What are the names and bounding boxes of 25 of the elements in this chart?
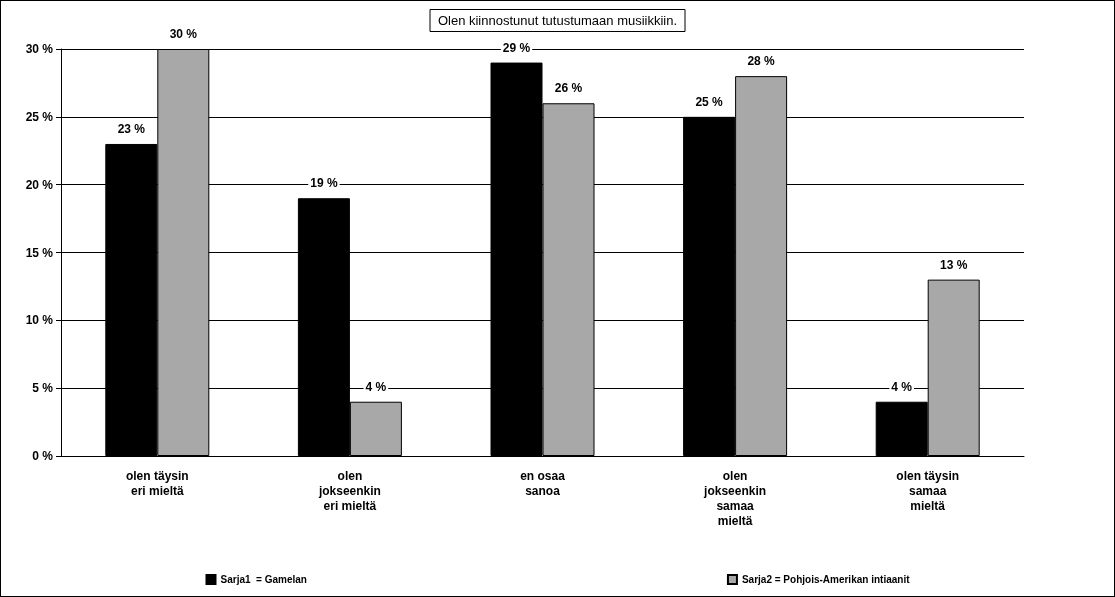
x-tick-label: olen täysin samaa mieltä [896, 468, 960, 513]
data-label: 30 % [169, 27, 198, 41]
legend-label: Sarja1 = Gamelan [220, 574, 307, 585]
y-tick-label: 30 % [25, 42, 54, 56]
y-tick-label: 15 % [25, 245, 54, 260]
y-tick-label: 10 % [25, 313, 54, 328]
y-tick-label: 0 % [32, 449, 54, 463]
x-tick-label: olen täysin eri mieltä [125, 468, 189, 498]
data-label: 4 % [365, 379, 387, 394]
chart-title: Olen kiinnostunut tutustumaan musiikkiin. [437, 13, 678, 28]
data-label: 26 % [554, 81, 583, 96]
data-label: 4 % [891, 379, 913, 394]
y-tick-label: 5 % [32, 381, 54, 396]
x-tick-label: olen jokseenkin samaa mieltä [703, 468, 767, 528]
data-label: 19 % [310, 176, 338, 191]
data-label: 23 % [117, 121, 146, 136]
x-tick-label: en osaa sanoa [520, 468, 566, 498]
y-tick-label: 20 % [25, 177, 54, 192]
data-label: 28 % [747, 54, 776, 69]
data-label: 25 % [695, 94, 724, 109]
legend-label: Sarja2 = Pohjois-Amerikan intiaanit [741, 574, 911, 585]
y-tick-label: 25 % [25, 109, 54, 124]
data-label: 13 % [940, 257, 968, 272]
x-tick-label: olen jokseenkin eri mieltä [317, 468, 381, 513]
data-label: 29 % [502, 40, 531, 55]
